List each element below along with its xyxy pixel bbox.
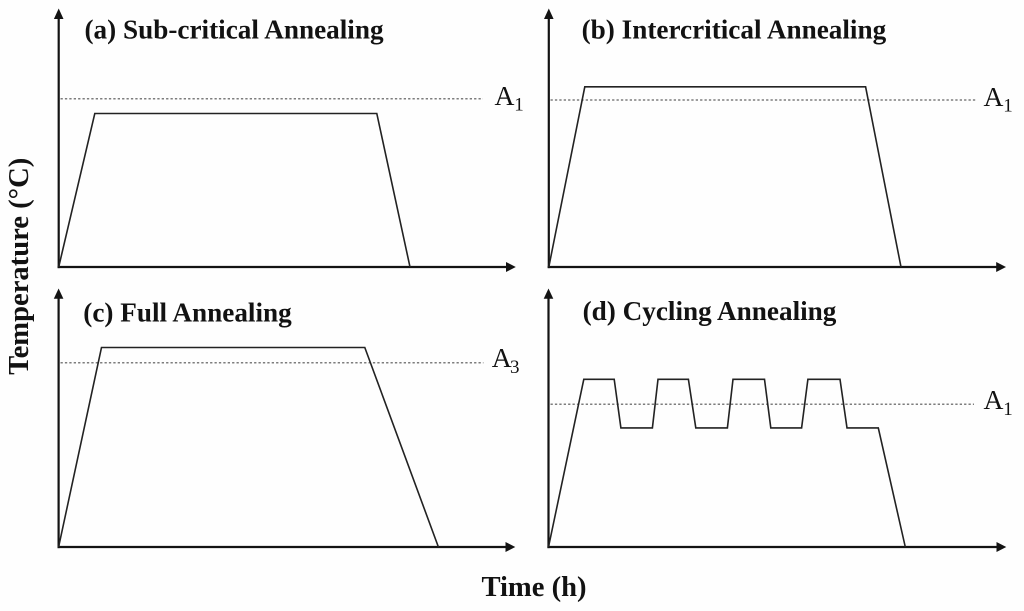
svg-text:(a) Sub-critical Annealing: (a) Sub-critical Annealing xyxy=(85,14,384,44)
svg-text:A: A xyxy=(492,342,512,373)
svg-text:1: 1 xyxy=(514,94,524,115)
svg-text:3: 3 xyxy=(510,357,520,378)
svg-text:A: A xyxy=(984,384,1004,415)
svg-text:A: A xyxy=(495,80,515,111)
svg-text:A: A xyxy=(984,81,1004,112)
svg-text:Time (h): Time (h) xyxy=(481,572,586,603)
svg-text:Temperature (°C): Temperature (°C) xyxy=(4,158,35,375)
svg-text:(c) Full Annealing: (c) Full Annealing xyxy=(83,297,292,327)
svg-text:(d) Cycling Annealing: (d) Cycling Annealing xyxy=(583,296,837,326)
svg-text:(b) Intercritical Annealing: (b) Intercritical Annealing xyxy=(582,14,887,44)
svg-text:1: 1 xyxy=(1003,399,1013,420)
svg-text:1: 1 xyxy=(1003,95,1013,116)
